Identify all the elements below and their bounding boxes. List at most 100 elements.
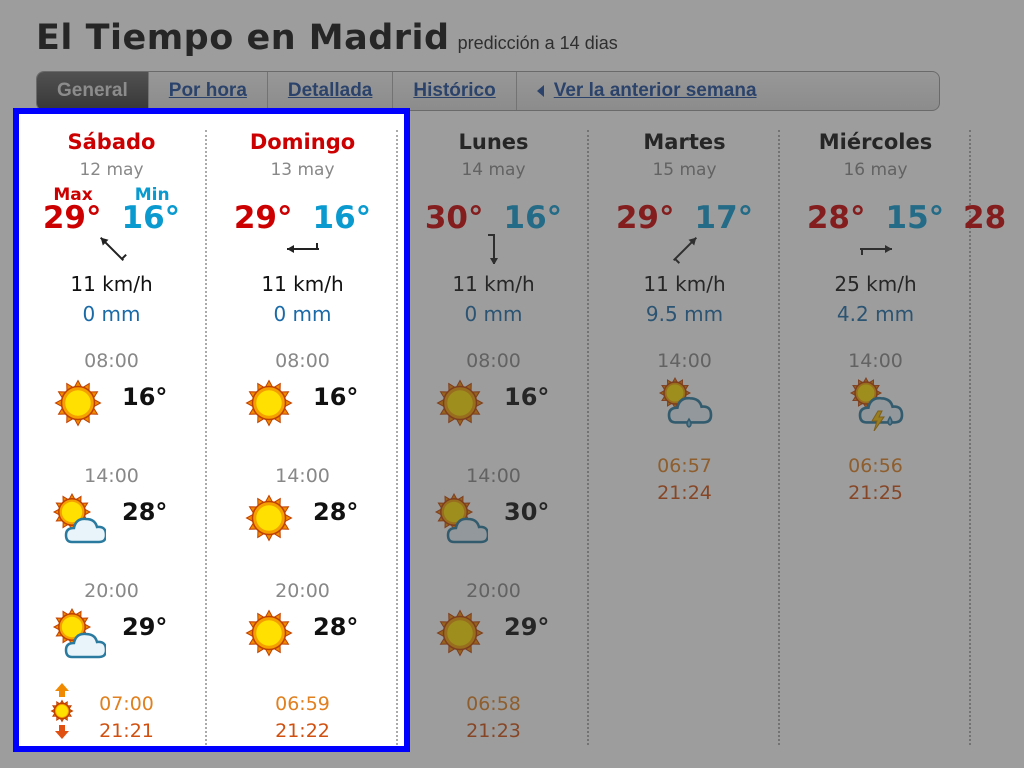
sunrise-time: 06:59 xyxy=(275,693,330,715)
sun-cloud-icon xyxy=(50,605,108,661)
slot-time: 08:00 xyxy=(84,350,139,372)
slot-time: 14:00 xyxy=(848,350,903,372)
slot-temperature: 16° xyxy=(504,383,550,411)
slot-temperature: 29° xyxy=(504,613,550,641)
day-name: Martes xyxy=(643,130,726,154)
sun-cloud-icon xyxy=(432,490,490,546)
slot-time: 14:00 xyxy=(466,465,521,487)
wind-speed: 11 km/h xyxy=(261,272,344,296)
wind-direction-icon xyxy=(780,234,971,264)
sunset-time: 21:24 xyxy=(657,482,712,504)
tab-bar: General Por hora Detallada Histórico Ver… xyxy=(36,71,940,111)
sun-icon xyxy=(50,375,106,431)
page-title: El Tiempo en Madrid xyxy=(36,18,450,58)
slot-temperature: 16° xyxy=(122,383,168,411)
sun-icon xyxy=(241,605,297,661)
previous-week-link[interactable]: Ver la anterior semana xyxy=(517,72,777,110)
tab-historico[interactable]: Histórico xyxy=(393,72,517,110)
day-name: Lunes xyxy=(458,130,529,154)
slot-temperature: 16° xyxy=(313,383,359,411)
min-label: Min xyxy=(134,185,170,205)
wind-speed: 11 km/h xyxy=(452,272,535,296)
day-column: Martes 15 may 29° 17° 11 km/h 9.5 mm 14:00 06:5… xyxy=(589,130,780,745)
day-column: Domingo 13 may 29° 16° 11 km/h 0 mm 08:00 16° 14… xyxy=(207,130,398,745)
temperatures: 28 xyxy=(963,200,1024,236)
max-temp: 28 xyxy=(963,200,1007,236)
day-name: Miércoles xyxy=(818,130,933,154)
day-column: Sábado 12 may Max Min 29° 16° 11 km/h 0 mm 08:00… xyxy=(16,130,207,745)
min-temp: 15° xyxy=(885,200,945,236)
min-temp: 16° xyxy=(312,200,372,236)
max-label: Max xyxy=(53,185,93,205)
precipitation: 9.5 mm xyxy=(645,302,724,326)
wind-direction-icon xyxy=(16,234,207,264)
tab-por-hora[interactable]: Por hora xyxy=(149,72,268,110)
sunset-time: 21:22 xyxy=(275,720,330,742)
day-date: 14 may xyxy=(461,160,526,180)
min-temp: 17° xyxy=(694,200,754,236)
day-date: 12 may xyxy=(79,160,144,180)
sun-icon xyxy=(432,375,488,431)
previous-week-label: Ver la anterior semana xyxy=(553,80,757,101)
day-column: 28 xyxy=(963,130,1024,745)
max-min-labels: Max Min xyxy=(16,185,207,205)
precipitation: 0 mm xyxy=(273,302,332,326)
sunrise-time: 06:58 xyxy=(466,693,521,715)
max-temp: 29° xyxy=(615,200,675,236)
min-temp: 16° xyxy=(503,200,563,236)
sun-cloud-storm-icon xyxy=(848,375,904,432)
wind-speed: 11 km/h xyxy=(70,272,153,296)
slot-temperature: 28° xyxy=(122,498,168,526)
max-temp: 28° xyxy=(806,200,866,236)
precipitation: 4.2 mm xyxy=(836,302,915,326)
day-date: 15 may xyxy=(652,160,717,180)
sun-icon xyxy=(241,375,297,431)
max-temp: 30° xyxy=(424,200,484,236)
tab-detallada[interactable]: Detallada xyxy=(268,72,394,110)
sunrise-time: 06:57 xyxy=(657,455,712,477)
max-temp: 29° xyxy=(42,200,102,236)
slot-time: 20:00 xyxy=(275,580,330,602)
column-divider xyxy=(205,130,207,745)
day-date: 16 may xyxy=(843,160,908,180)
sunset-time: 21:23 xyxy=(466,720,521,742)
slot-temperature: 29° xyxy=(122,613,168,641)
sunset-time: 21:25 xyxy=(848,482,903,504)
tab-general[interactable]: General xyxy=(37,72,149,110)
triangle-left-icon xyxy=(536,84,544,97)
wind-direction-icon xyxy=(207,234,398,264)
temperatures: 29° 17° xyxy=(589,200,780,236)
temperatures: 29° 16° xyxy=(16,200,207,236)
slot-time: 20:00 xyxy=(84,580,139,602)
wind-speed: 25 km/h xyxy=(834,272,917,296)
day-date: 13 may xyxy=(270,160,335,180)
wind-direction-icon xyxy=(589,234,780,264)
sunrise-time: 06:56 xyxy=(848,455,903,477)
page-subtitle: predicción a 14 dias xyxy=(457,33,618,53)
sun-cloud-icon xyxy=(50,490,108,546)
page-header: El Tiempo en Madrid predicción a 14 dias xyxy=(36,18,618,58)
temperatures: 28° 15° xyxy=(780,200,971,236)
slot-time: 08:00 xyxy=(275,350,330,372)
column-divider xyxy=(778,130,780,745)
sun-cloud-rain-icon xyxy=(657,375,713,431)
sunrise-sunset-icon xyxy=(50,683,74,739)
slot-temperature: 28° xyxy=(313,498,359,526)
day-column: Lunes 14 may 30° 16° 11 km/h 0 mm 08:00 16° 14:0… xyxy=(398,130,589,745)
slot-time: 20:00 xyxy=(466,580,521,602)
slot-temperature: 28° xyxy=(313,613,359,641)
min-temp: 16° xyxy=(121,200,181,236)
wind-speed: 11 km/h xyxy=(643,272,726,296)
day-column: Miércoles 16 may 28° 15° 25 km/h 4.2 mm 14:00 0… xyxy=(780,130,971,745)
day-name: Domingo xyxy=(249,130,356,154)
precipitation: 0 mm xyxy=(464,302,523,326)
temperatures: 30° 16° xyxy=(398,200,589,236)
sunrise-time: 07:00 xyxy=(99,693,154,715)
sun-icon xyxy=(432,605,488,661)
slot-time: 08:00 xyxy=(466,350,521,372)
wind-direction-icon xyxy=(398,233,589,265)
column-divider xyxy=(587,130,589,745)
sunset-time: 21:21 xyxy=(99,720,154,742)
day-name: Sábado xyxy=(67,130,156,154)
temperatures: 29° 16° xyxy=(207,200,398,236)
